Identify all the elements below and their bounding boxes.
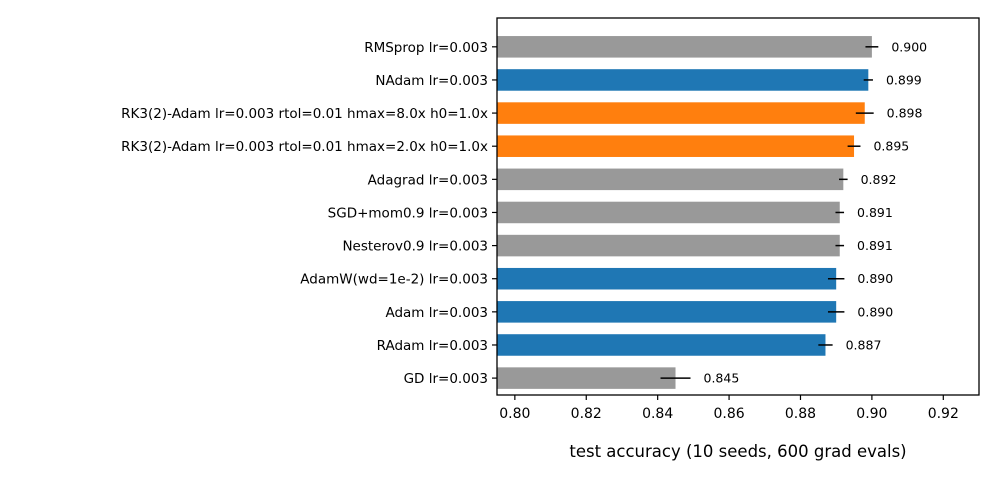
value-label: 0.845: [704, 371, 740, 386]
value-label: 0.891: [857, 238, 893, 253]
bar: [497, 36, 872, 58]
value-labels-layer: 0.900 0.899 0.898 0.895 0.892 0.891 0.891 0.890…: [704, 39, 928, 385]
value-label: 0.890: [857, 271, 893, 286]
value-label: 0.887: [846, 337, 882, 352]
bar: [497, 69, 869, 91]
bar: [497, 201, 840, 224]
category-label: RK3(2)-Adam lr=0.003 rtol=0.01 hmax=8.0x…: [121, 106, 488, 122]
bar: [497, 234, 840, 257]
x-axis-label: test accuracy (10 seeds, 600 grad evals): [569, 442, 906, 461]
value-label: 0.899: [886, 72, 922, 87]
x-tick-label: 0.80: [499, 406, 530, 422]
category-labels-layer: RMSprop lr=0.003 NAdam lr=0.003 RK3(2)-Ada…: [121, 40, 497, 387]
category-label: Adagrad lr=0.003: [368, 172, 488, 188]
x-tick-label: 0.84: [642, 406, 673, 422]
x-tick-label: 0.92: [928, 406, 959, 422]
value-label: 0.898: [887, 106, 923, 121]
bars-layer: [497, 36, 872, 389]
bar: [497, 267, 837, 290]
value-label: 0.895: [873, 139, 909, 154]
plot-frame: [496, 17, 980, 396]
x-ticks-layer: 0.80 0.82 0.84 0.86 0.88 0.90 0.92: [499, 395, 959, 422]
category-label: GD lr=0.003: [404, 371, 488, 387]
bar: [497, 102, 865, 124]
x-tick-label: 0.90: [856, 406, 887, 422]
category-label: SGD+mom0.9 lr=0.003: [328, 205, 488, 221]
value-label: 0.890: [857, 304, 893, 319]
category-label: AdamW(wd=1e-2) lr=0.003: [300, 272, 488, 288]
bar: [497, 334, 826, 356]
category-label: Nesterov0.9 lr=0.003: [342, 239, 488, 255]
category-label: RK3(2)-Adam lr=0.003 rtol=0.01 hmax=2.0x…: [121, 139, 488, 155]
error-bars-layer: [660, 46, 879, 379]
value-label: 0.900: [891, 39, 927, 54]
x-tick-label: 0.86: [713, 406, 744, 422]
category-label: NAdam lr=0.003: [375, 73, 488, 89]
bar: [497, 367, 676, 389]
value-label: 0.891: [857, 205, 893, 220]
value-label: 0.892: [861, 172, 897, 187]
category-label: RMSprop lr=0.003: [364, 40, 488, 56]
x-tick-label: 0.88: [785, 406, 816, 422]
bar: [497, 168, 844, 191]
bar: [497, 301, 837, 323]
bar: [497, 135, 855, 157]
x-tick-label: 0.82: [571, 406, 602, 422]
category-label: RAdam lr=0.003: [377, 338, 488, 354]
category-label: Adam lr=0.003: [385, 305, 488, 321]
